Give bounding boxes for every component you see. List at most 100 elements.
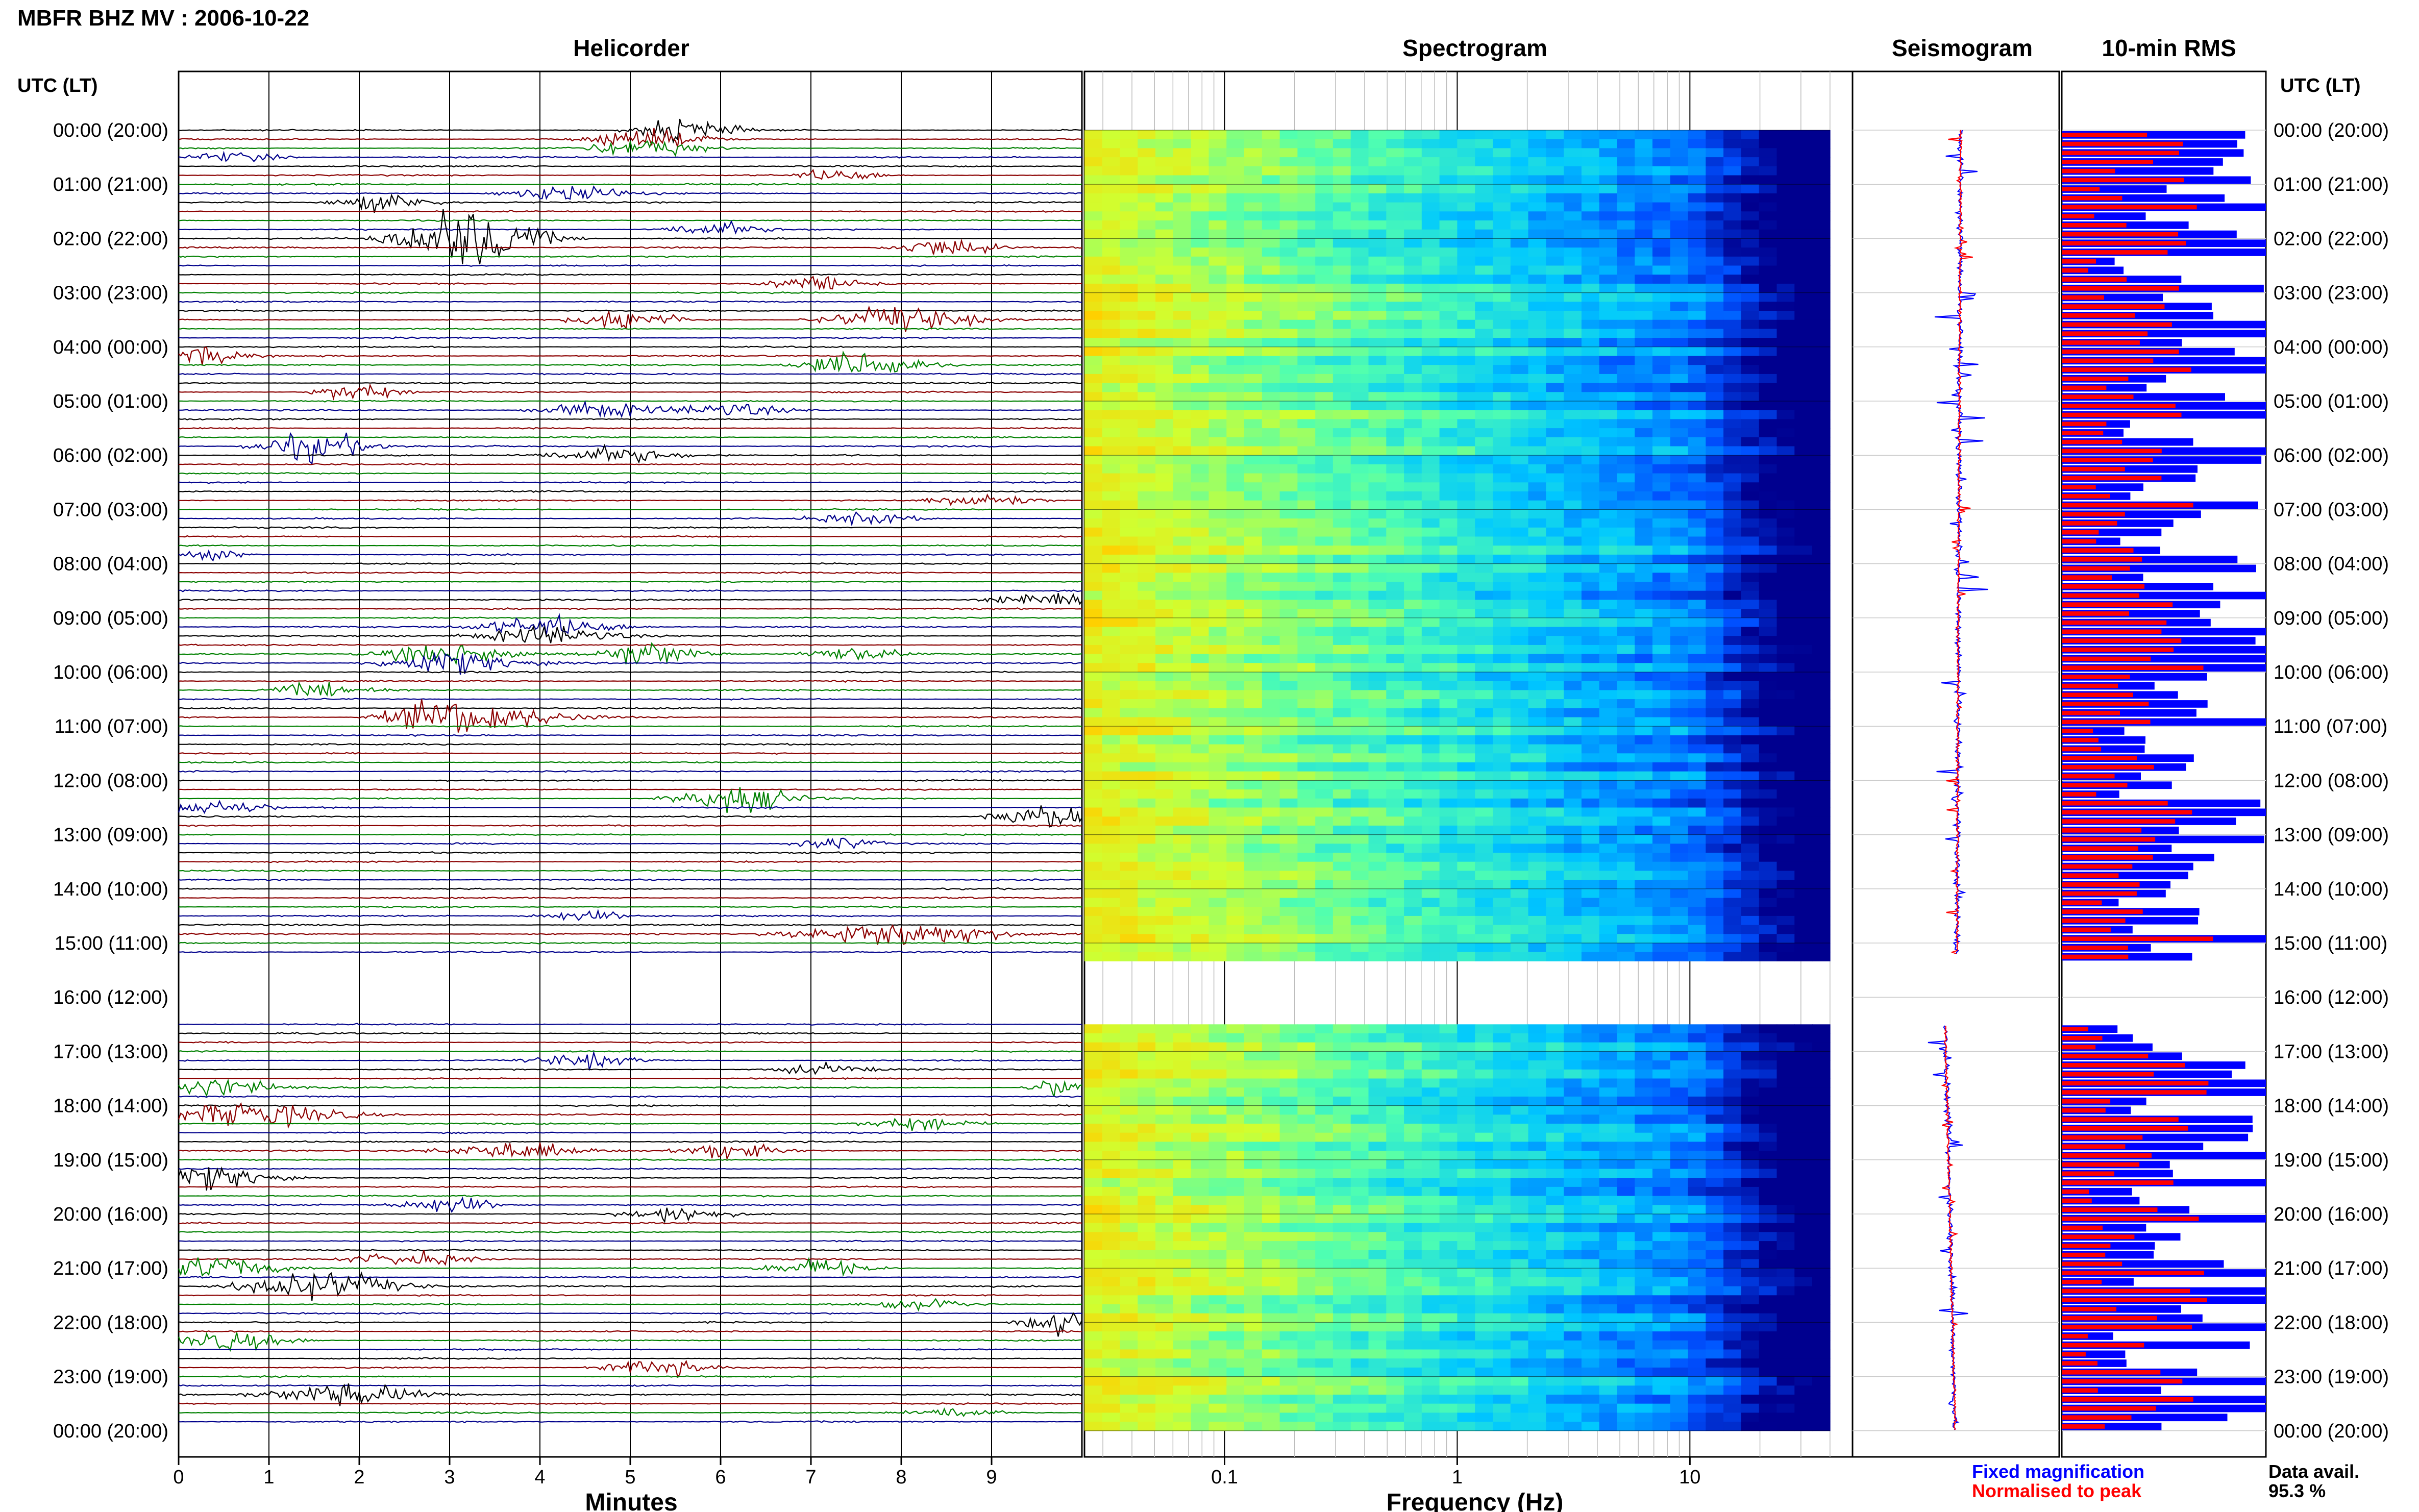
spectrogram-cell bbox=[1759, 482, 1778, 492]
spectrogram-cell bbox=[1279, 518, 1298, 528]
spectrogram-cell bbox=[1546, 193, 1564, 203]
spectrogram-cell bbox=[1599, 925, 1618, 934]
spectrogram-cell bbox=[1244, 247, 1263, 257]
spectrogram-cell bbox=[1723, 861, 1742, 871]
spectrogram-row bbox=[1084, 1024, 1831, 1034]
helicorder-trace bbox=[178, 1050, 1082, 1071]
spectrogram-cell bbox=[1688, 753, 1707, 763]
spectrogram-cell bbox=[1244, 816, 1263, 826]
spectrogram-cell bbox=[1510, 582, 1529, 591]
spectrogram-cell bbox=[1262, 1078, 1280, 1088]
spectrogram-cell bbox=[1776, 943, 1795, 953]
spectrogram-cell bbox=[1173, 292, 1192, 302]
spectrogram-cell bbox=[1173, 410, 1192, 419]
spectrogram-cell bbox=[1208, 861, 1227, 871]
spectrogram-cell bbox=[1723, 1169, 1742, 1178]
spectrogram-cell bbox=[1635, 1096, 1653, 1106]
spectrogram-cell bbox=[1191, 636, 1210, 646]
spectrogram-cell bbox=[1226, 943, 1245, 953]
spectrogram-cell bbox=[1102, 816, 1121, 826]
spectrogram-cell bbox=[1332, 943, 1351, 953]
spectrogram-cell bbox=[1528, 753, 1547, 763]
spectrogram-cell bbox=[1528, 600, 1547, 609]
spectrogram-title: Spectrogram bbox=[1402, 35, 1547, 61]
spectrogram-cell bbox=[1776, 563, 1795, 573]
spectrogram-cell bbox=[1244, 1114, 1263, 1124]
spectrogram-cell bbox=[1794, 1078, 1813, 1088]
spectrogram-cell bbox=[1688, 952, 1707, 961]
spectrogram-cell bbox=[1102, 518, 1121, 528]
spectrogram-cell bbox=[1084, 139, 1103, 148]
spectrogram-cell bbox=[1155, 527, 1174, 537]
spectrogram-cell bbox=[1368, 130, 1387, 140]
spectrogram-cell bbox=[1670, 536, 1689, 546]
spectrogram-cell bbox=[1564, 1087, 1582, 1097]
spectrogram-cell bbox=[1191, 455, 1210, 465]
spectrogram-cell bbox=[1332, 202, 1351, 212]
spectrogram-cell bbox=[1510, 1151, 1529, 1160]
spectrogram-cell bbox=[1706, 329, 1724, 338]
spectrogram-cell bbox=[1279, 798, 1298, 808]
spectrogram-cell bbox=[1244, 346, 1263, 356]
spectrogram-cell bbox=[1528, 1087, 1547, 1097]
spectrogram-cell bbox=[1652, 600, 1671, 609]
spectrogram-cell bbox=[1368, 446, 1387, 456]
spectrogram-cell bbox=[1581, 518, 1600, 528]
spectrogram-cell bbox=[1208, 636, 1227, 646]
spectrogram-cell bbox=[1564, 816, 1582, 826]
spectrogram-cell bbox=[1617, 663, 1635, 673]
spectrogram-cell bbox=[1226, 925, 1245, 934]
spectrogram-cell bbox=[1279, 1033, 1298, 1043]
spectrogram-cell bbox=[1528, 311, 1547, 320]
spectrogram-cell bbox=[1297, 383, 1316, 392]
spectrogram-cell bbox=[1652, 518, 1671, 528]
spectrogram-cell bbox=[1368, 1060, 1387, 1070]
spectrogram-cell bbox=[1599, 636, 1618, 646]
spectrogram-cell bbox=[1226, 1142, 1245, 1151]
spectrogram-cell bbox=[1191, 780, 1210, 790]
spectrogram-row bbox=[1084, 211, 1831, 221]
spectrogram-cell bbox=[1617, 329, 1635, 338]
spectrogram-cell bbox=[1794, 952, 1813, 961]
spectrogram-cell bbox=[1617, 311, 1635, 320]
spectrogram-cell bbox=[1332, 663, 1351, 673]
spectrogram-cell bbox=[1528, 771, 1547, 781]
helicorder-trace bbox=[178, 373, 1082, 376]
spectrogram-cell bbox=[1138, 907, 1156, 916]
spectrogram-cell bbox=[1688, 645, 1707, 655]
spectrogram-cell bbox=[1421, 645, 1440, 655]
spectrogram-cell bbox=[1688, 654, 1707, 663]
spectrogram-cell bbox=[1617, 446, 1635, 456]
spectrogram-cell bbox=[1332, 735, 1351, 745]
spectrogram-cell bbox=[1226, 229, 1245, 239]
spectrogram-cell bbox=[1208, 346, 1227, 356]
spectrogram-cell bbox=[1546, 1142, 1564, 1151]
spectrogram-cell bbox=[1635, 681, 1653, 690]
spectrogram-cell bbox=[1812, 753, 1831, 763]
spectrogram-cell bbox=[1457, 356, 1475, 365]
spectrogram-cell bbox=[1421, 871, 1440, 880]
spectrogram-cell bbox=[1155, 1060, 1174, 1070]
spectrogram-cell bbox=[1386, 1169, 1404, 1178]
spectrogram-cell bbox=[1670, 880, 1689, 889]
spectrogram-cell bbox=[1794, 527, 1813, 537]
spectrogram-cell bbox=[1581, 139, 1600, 148]
spectrogram-cell bbox=[1776, 527, 1795, 537]
spectrogram-cell bbox=[1262, 627, 1280, 636]
spectrogram-cell bbox=[1332, 925, 1351, 934]
spectrogram-row bbox=[1084, 1042, 1831, 1052]
spectrogram-cell bbox=[1812, 735, 1831, 745]
spectrogram-cell bbox=[1262, 464, 1280, 474]
spectrogram-cell bbox=[1208, 256, 1227, 266]
spectrogram-cell bbox=[1759, 302, 1778, 311]
helicorder-trace bbox=[178, 508, 1082, 511]
spectrogram-cell bbox=[1475, 283, 1493, 293]
spectrogram-cell bbox=[1332, 238, 1351, 248]
helicorder-title: Helicorder bbox=[573, 35, 689, 61]
spectrogram-cell bbox=[1510, 139, 1529, 148]
spectrogram-cell bbox=[1617, 1078, 1635, 1088]
spectrogram-cell bbox=[1599, 130, 1618, 140]
spectrogram-cell bbox=[1564, 789, 1582, 799]
spectrogram-cell bbox=[1457, 184, 1475, 194]
spectrogram-row bbox=[1084, 428, 1831, 438]
